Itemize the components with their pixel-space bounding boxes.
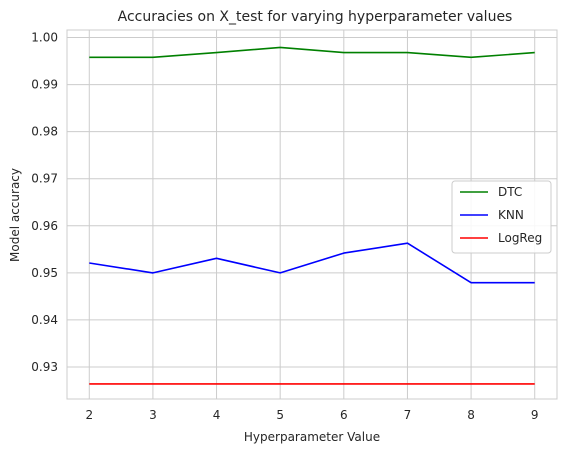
y-axis-title: Model accuracy	[8, 168, 22, 262]
x-axis-title: Hyperparameter Value	[244, 430, 380, 444]
series-lines	[89, 46, 535, 385]
y-tick-label: 1.00	[31, 31, 58, 45]
legend-label-dtc: DTC	[498, 185, 522, 199]
x-tick-label: 3	[149, 408, 157, 422]
y-tick-label: 0.93	[31, 360, 58, 374]
legend-label-knn: KNN	[498, 208, 524, 222]
legend-label-logreg: LogReg	[498, 231, 542, 245]
y-tick-label: 0.94	[31, 313, 58, 327]
plot-area-frame	[66, 29, 558, 400]
x-tick-label: 7	[404, 408, 412, 422]
x-tick-label: 8	[467, 408, 475, 422]
y-tick-label: 0.99	[31, 78, 58, 92]
series-line-knn	[89, 242, 535, 284]
legend: DTC KNN LogReg	[451, 180, 552, 254]
y-tick-label: 0.97	[31, 172, 58, 186]
y-tick-label: 0.95	[31, 266, 58, 280]
legend-box	[451, 180, 552, 254]
tick-labels: 2 3 4 5 6 7 8 9 0.93 0.94 0.95 0.96 0.97 0.98 0.99 1.00	[31, 31, 538, 422]
x-tick-label: 4	[213, 408, 221, 422]
y-tick-label: 0.96	[31, 219, 58, 233]
x-tick-label: 2	[85, 408, 93, 422]
y-tick-label: 0.98	[31, 125, 58, 139]
series-line-dtc	[89, 46, 535, 59]
x-tick-label: 5	[276, 408, 284, 422]
x-tick-label: 6	[340, 408, 348, 422]
x-tick-label: 9	[531, 408, 539, 422]
chart-title: Accuracies on X_test for varying hyperpa…	[118, 9, 513, 25]
